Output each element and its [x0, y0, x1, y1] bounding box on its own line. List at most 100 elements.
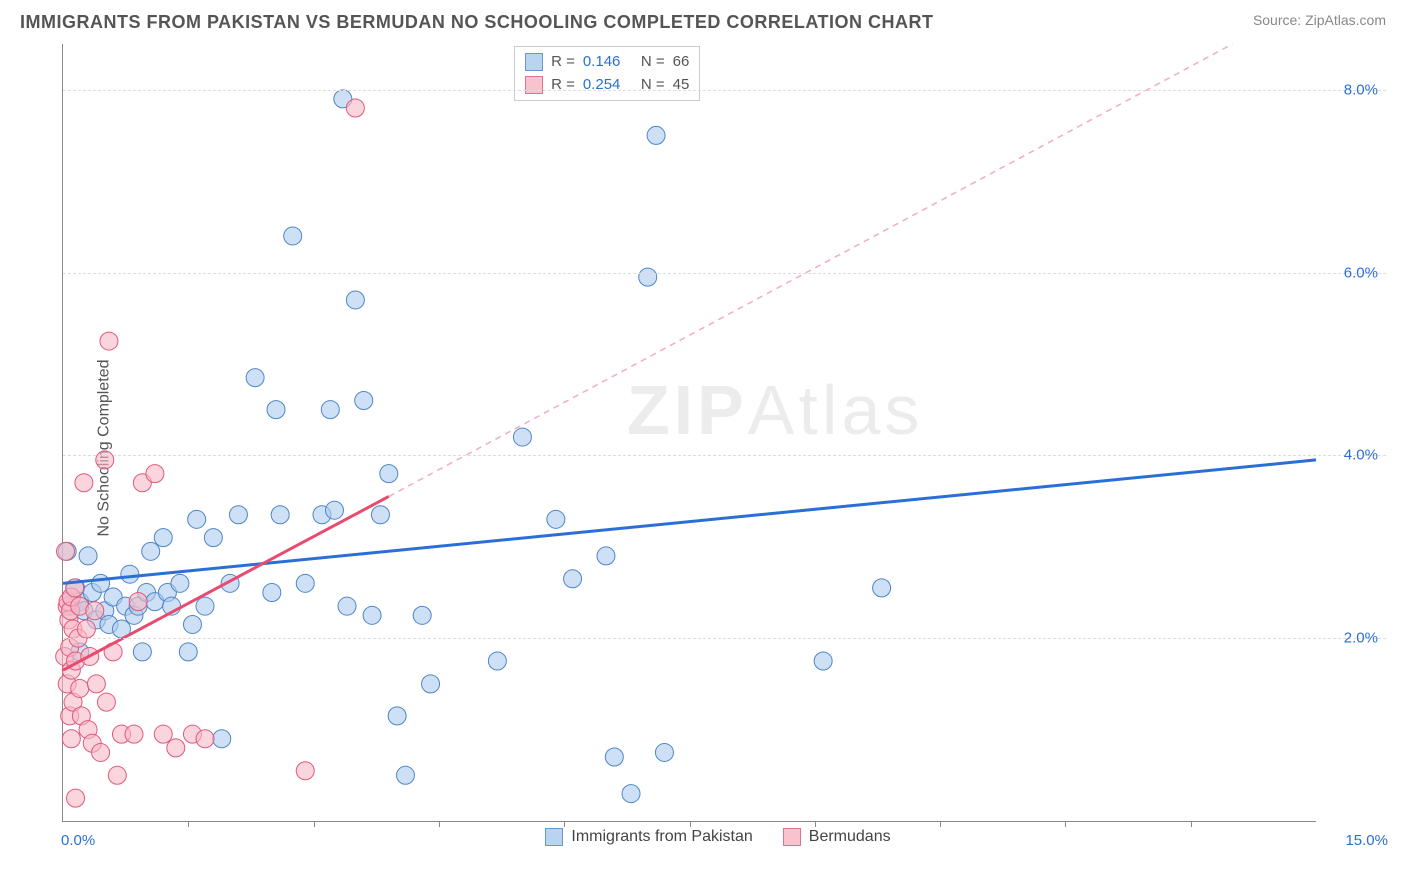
data-point	[129, 593, 147, 611]
trend-line-extrapolated	[389, 44, 1233, 496]
data-point	[597, 547, 615, 565]
x-tick	[815, 821, 816, 827]
y-tick-label: 2.0%	[1344, 630, 1378, 647]
data-point	[622, 785, 640, 803]
data-point	[154, 529, 172, 547]
x-tick	[188, 821, 189, 827]
data-point	[263, 583, 281, 601]
data-point	[62, 730, 80, 748]
trend-line	[63, 496, 389, 670]
data-point	[125, 725, 143, 743]
source-prefix: Source:	[1253, 12, 1305, 28]
data-point	[488, 652, 506, 670]
data-point	[121, 565, 139, 583]
data-point	[325, 501, 343, 519]
data-point	[655, 743, 673, 761]
chart-title: IMMIGRANTS FROM PAKISTAN VS BERMUDAN NO …	[20, 12, 933, 33]
data-point	[183, 615, 201, 633]
data-point	[77, 620, 95, 638]
series-name: Bermudans	[809, 828, 891, 846]
data-point	[346, 99, 364, 117]
data-point	[196, 730, 214, 748]
data-point	[142, 542, 160, 560]
y-tick-label: 4.0%	[1344, 447, 1378, 464]
data-point	[100, 332, 118, 350]
data-point	[396, 766, 414, 784]
x-tick	[1191, 821, 1192, 827]
y-tick-label: 6.0%	[1344, 264, 1378, 281]
legend-n-label: N =	[641, 51, 665, 74]
legend-r-value: 0.146	[583, 51, 633, 74]
legend-swatch	[525, 53, 543, 71]
data-point	[67, 789, 85, 807]
data-point	[92, 743, 110, 761]
data-point	[79, 547, 97, 565]
chart-svg	[63, 44, 1316, 821]
data-point	[196, 597, 214, 615]
data-point	[97, 693, 115, 711]
data-point	[513, 428, 531, 446]
gridline	[63, 273, 1386, 274]
series-legend-item: Immigrants from Pakistan	[545, 828, 752, 846]
series-legend-item: Bermudans	[783, 828, 891, 846]
data-point	[547, 510, 565, 528]
data-point	[75, 474, 93, 492]
scatter-plot: ZIPAtlas R =0.146N =66R =0.254N =45 0.0%…	[62, 44, 1316, 822]
legend-r-label: R =	[551, 51, 575, 74]
correlation-legend: R =0.146N =66R =0.254N =45	[514, 46, 700, 101]
trend-line	[63, 460, 1316, 583]
legend-row: R =0.254N =45	[525, 74, 689, 97]
data-point	[363, 606, 381, 624]
data-point	[647, 126, 665, 144]
data-point	[108, 766, 126, 784]
data-point	[388, 707, 406, 725]
x-tick	[564, 821, 565, 827]
data-point	[413, 606, 431, 624]
legend-n-label: N =	[641, 74, 665, 97]
data-point	[213, 730, 231, 748]
data-point	[639, 268, 657, 286]
data-point	[267, 401, 285, 419]
source-label: Source: ZipAtlas.com	[1253, 12, 1386, 28]
data-point	[154, 725, 172, 743]
data-point	[814, 652, 832, 670]
x-tick	[940, 821, 941, 827]
data-point	[188, 510, 206, 528]
plot-area: No Schooling Completed ZIPAtlas R =0.146…	[50, 44, 1386, 852]
data-point	[96, 451, 114, 469]
data-point	[321, 401, 339, 419]
data-point	[87, 675, 105, 693]
y-tick-label: 8.0%	[1344, 81, 1378, 98]
data-point	[57, 542, 75, 560]
series-legend: Immigrants from Pakistan Bermudans	[50, 828, 1386, 846]
data-point	[338, 597, 356, 615]
data-point	[133, 643, 151, 661]
data-point	[296, 574, 314, 592]
data-point	[284, 227, 302, 245]
data-point	[355, 392, 373, 410]
data-point	[171, 574, 189, 592]
legend-n-value: 45	[673, 74, 690, 97]
data-point	[71, 679, 89, 697]
data-point	[146, 465, 164, 483]
source-name: ZipAtlas.com	[1305, 12, 1386, 28]
data-point	[271, 506, 289, 524]
data-point	[86, 602, 104, 620]
data-point	[179, 643, 197, 661]
data-point	[246, 369, 264, 387]
data-point	[296, 762, 314, 780]
data-point	[422, 675, 440, 693]
data-point	[204, 529, 222, 547]
gridline	[63, 638, 1386, 639]
data-point	[92, 574, 110, 592]
x-tick	[314, 821, 315, 827]
legend-n-value: 66	[673, 51, 690, 74]
x-tick	[690, 821, 691, 827]
legend-swatch	[545, 828, 563, 846]
legend-swatch	[783, 828, 801, 846]
data-point	[564, 570, 582, 588]
legend-r-label: R =	[551, 74, 575, 97]
x-tick	[1065, 821, 1066, 827]
data-point	[346, 291, 364, 309]
x-tick	[439, 821, 440, 827]
